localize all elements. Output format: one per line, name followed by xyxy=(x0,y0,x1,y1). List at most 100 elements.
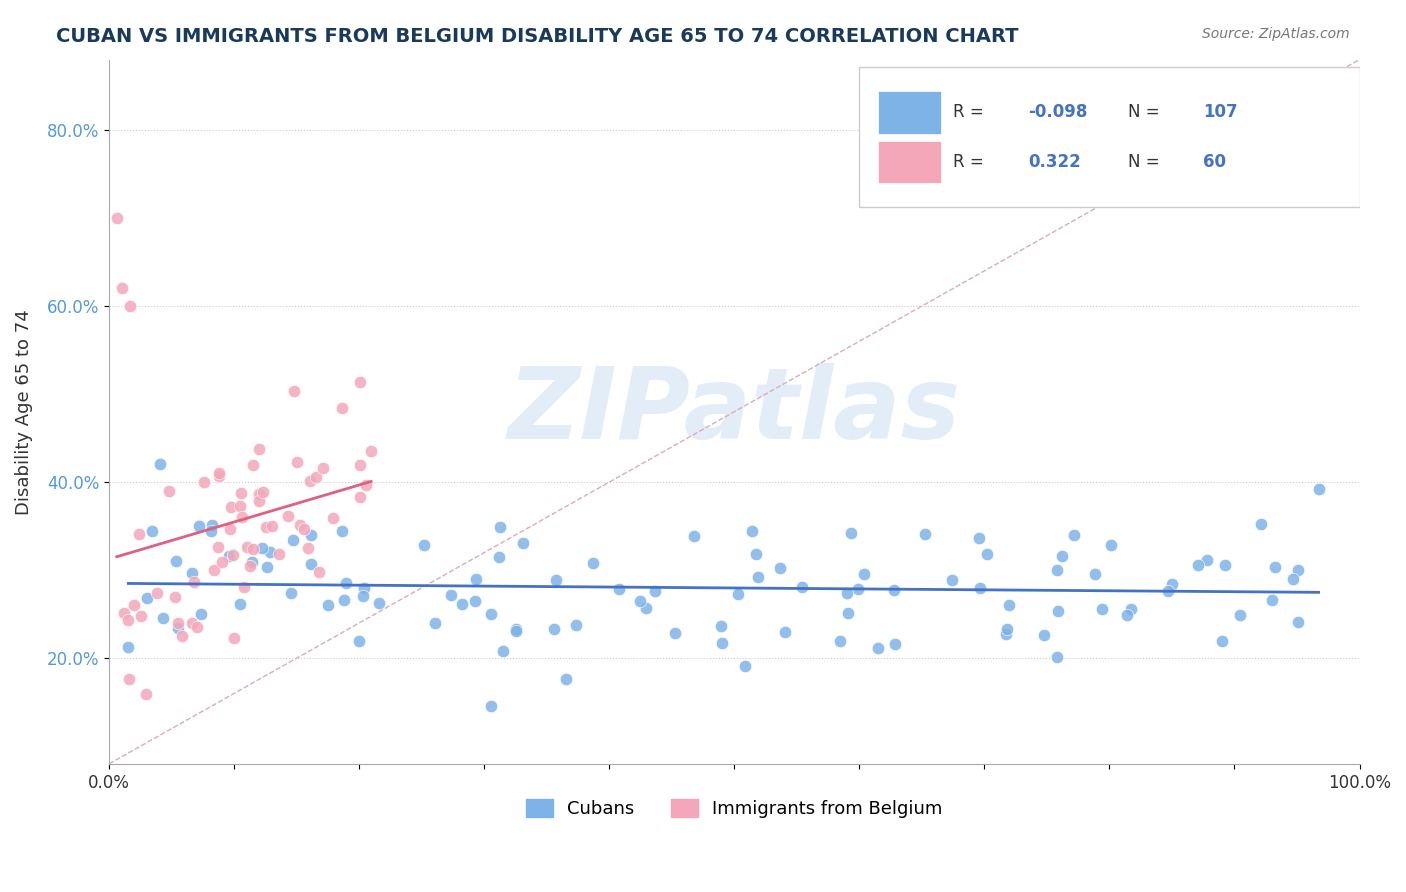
Immigrants from Belgium xyxy=(135,687,157,701)
Immigrants from Belgium xyxy=(219,522,242,536)
Immigrants from Belgium xyxy=(157,483,180,498)
Cubans xyxy=(609,582,631,596)
Immigrants from Belgium xyxy=(172,629,194,643)
Immigrants from Belgium xyxy=(247,442,270,456)
Cubans xyxy=(835,586,858,600)
Cubans xyxy=(1091,601,1114,615)
Cubans xyxy=(769,561,792,575)
Cubans xyxy=(555,672,578,686)
Text: 60: 60 xyxy=(1204,153,1226,170)
Cubans xyxy=(1264,560,1286,574)
Cubans xyxy=(543,622,565,636)
Cubans xyxy=(1286,564,1309,578)
Cubans xyxy=(479,607,502,621)
Immigrants from Belgium xyxy=(211,555,233,569)
FancyBboxPatch shape xyxy=(879,141,941,183)
Cubans xyxy=(1121,602,1143,616)
Cubans xyxy=(711,635,734,649)
Immigrants from Belgium xyxy=(129,609,152,624)
Immigrants from Belgium xyxy=(285,455,308,469)
Cubans xyxy=(1281,572,1303,586)
Cubans xyxy=(1195,553,1218,567)
Immigrants from Belgium xyxy=(117,613,139,627)
Immigrants from Belgium xyxy=(252,484,274,499)
Cubans xyxy=(995,622,1018,636)
Cubans xyxy=(1286,615,1309,629)
Cubans xyxy=(349,633,371,648)
Cubans xyxy=(440,588,463,602)
Immigrants from Belgium xyxy=(219,500,242,514)
Cubans xyxy=(1157,583,1180,598)
Cubans xyxy=(201,517,224,532)
Cubans xyxy=(152,611,174,625)
Cubans xyxy=(464,594,486,608)
Cubans xyxy=(839,526,862,541)
Cubans xyxy=(744,547,766,561)
Cubans xyxy=(565,617,588,632)
Cubans xyxy=(505,624,527,639)
Immigrants from Belgium xyxy=(231,510,253,524)
Cubans xyxy=(969,581,991,595)
Cubans xyxy=(727,587,749,601)
Cubans xyxy=(967,532,990,546)
Immigrants from Belgium xyxy=(330,401,353,415)
Cubans xyxy=(135,591,157,605)
Cubans xyxy=(998,599,1021,613)
Immigrants from Belgium xyxy=(305,470,328,484)
Cubans xyxy=(792,580,814,594)
Cubans xyxy=(741,524,763,538)
Text: 0.322: 0.322 xyxy=(1028,153,1081,170)
Cubans xyxy=(200,524,222,539)
Cubans xyxy=(1261,592,1284,607)
Cubans xyxy=(141,524,163,538)
Cubans xyxy=(299,528,322,542)
Immigrants from Belgium xyxy=(247,487,270,501)
Immigrants from Belgium xyxy=(283,384,305,398)
Immigrants from Belgium xyxy=(308,566,330,580)
Immigrants from Belgium xyxy=(221,548,243,562)
Cubans xyxy=(425,616,447,631)
Immigrants from Belgium xyxy=(222,631,245,645)
Cubans xyxy=(734,659,756,673)
Cubans xyxy=(747,570,769,584)
Text: -0.098: -0.098 xyxy=(1028,103,1087,121)
Immigrants from Belgium xyxy=(236,540,259,554)
Cubans xyxy=(976,547,998,561)
Cubans xyxy=(353,581,375,595)
Cubans xyxy=(1099,538,1122,552)
Cubans xyxy=(634,601,657,615)
Immigrants from Belgium xyxy=(165,590,187,604)
Cubans xyxy=(330,524,353,538)
Text: N =: N = xyxy=(1128,153,1166,170)
Immigrants from Belgium xyxy=(312,460,335,475)
Immigrants from Belgium xyxy=(202,563,225,577)
Text: 107: 107 xyxy=(1204,103,1237,121)
Cubans xyxy=(1047,604,1070,618)
Cubans xyxy=(281,533,304,547)
Text: R =: R = xyxy=(953,103,990,121)
Cubans xyxy=(250,541,273,556)
Cubans xyxy=(1115,607,1137,622)
Immigrants from Belgium xyxy=(349,458,371,472)
Cubans xyxy=(882,583,904,598)
Cubans xyxy=(280,586,302,600)
Immigrants from Belgium xyxy=(207,541,229,555)
Immigrants from Belgium xyxy=(183,575,205,590)
Immigrants from Belgium xyxy=(288,517,311,532)
Cubans xyxy=(181,566,204,581)
Cubans xyxy=(1063,528,1085,542)
Cubans xyxy=(229,597,252,611)
Cubans xyxy=(1046,562,1069,576)
Cubans xyxy=(117,640,139,654)
Immigrants from Belgium xyxy=(269,547,291,561)
Cubans xyxy=(413,538,436,552)
Immigrants from Belgium xyxy=(186,620,208,634)
Immigrants from Belgium xyxy=(112,606,135,620)
Cubans xyxy=(546,573,568,587)
Cubans xyxy=(1033,628,1056,642)
Cubans xyxy=(994,627,1017,641)
Immigrants from Belgium xyxy=(294,522,316,536)
Cubans xyxy=(451,597,474,611)
Cubans xyxy=(242,555,264,569)
Cubans xyxy=(352,589,374,603)
